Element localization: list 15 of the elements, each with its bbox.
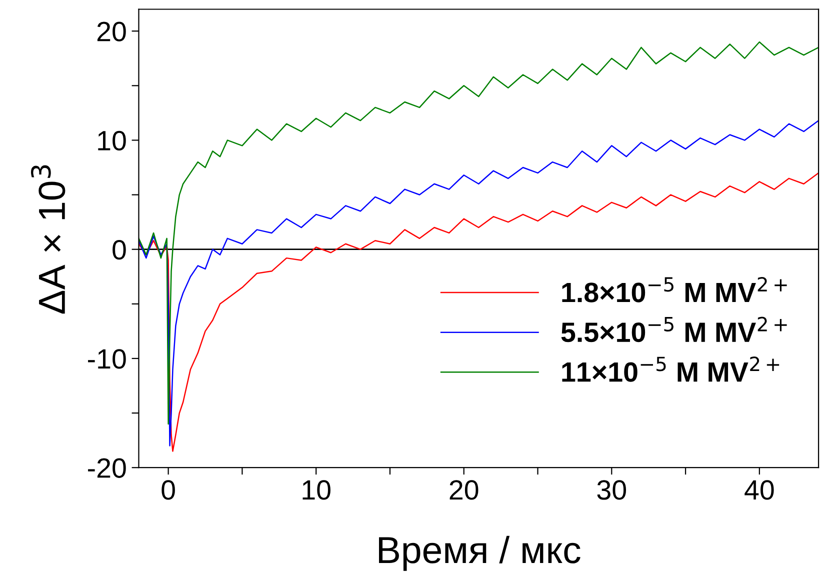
legend-label: 1.8×10$^{−5}$ M MV$^{2+}$	[562, 276, 787, 302]
y-tick-label: 20	[97, 22, 126, 42]
y-tick-label: 10	[98, 130, 126, 151]
legend-label: 5.5×10$^{−5}$ M MV$^{2+}$	[561, 316, 787, 342]
y-tick-label: -20	[88, 458, 126, 478]
x-tick-label: 40	[744, 480, 774, 500]
x-tick-label: 0	[162, 480, 175, 500]
y-tick-label: 0	[112, 240, 126, 260]
legend-label: 11×10$^{−5}$ M MV$^{2+}$	[562, 356, 780, 382]
x-tick-label: 30	[597, 480, 626, 500]
x-tick-label: 20	[450, 480, 478, 500]
y-tick-label: -10	[88, 349, 126, 369]
y-axis-title: ΔA × 10$^{3}$	[31, 165, 66, 314]
x-axis-title: Время / мкс	[379, 536, 580, 571]
x-tick-label: 10	[302, 480, 330, 500]
